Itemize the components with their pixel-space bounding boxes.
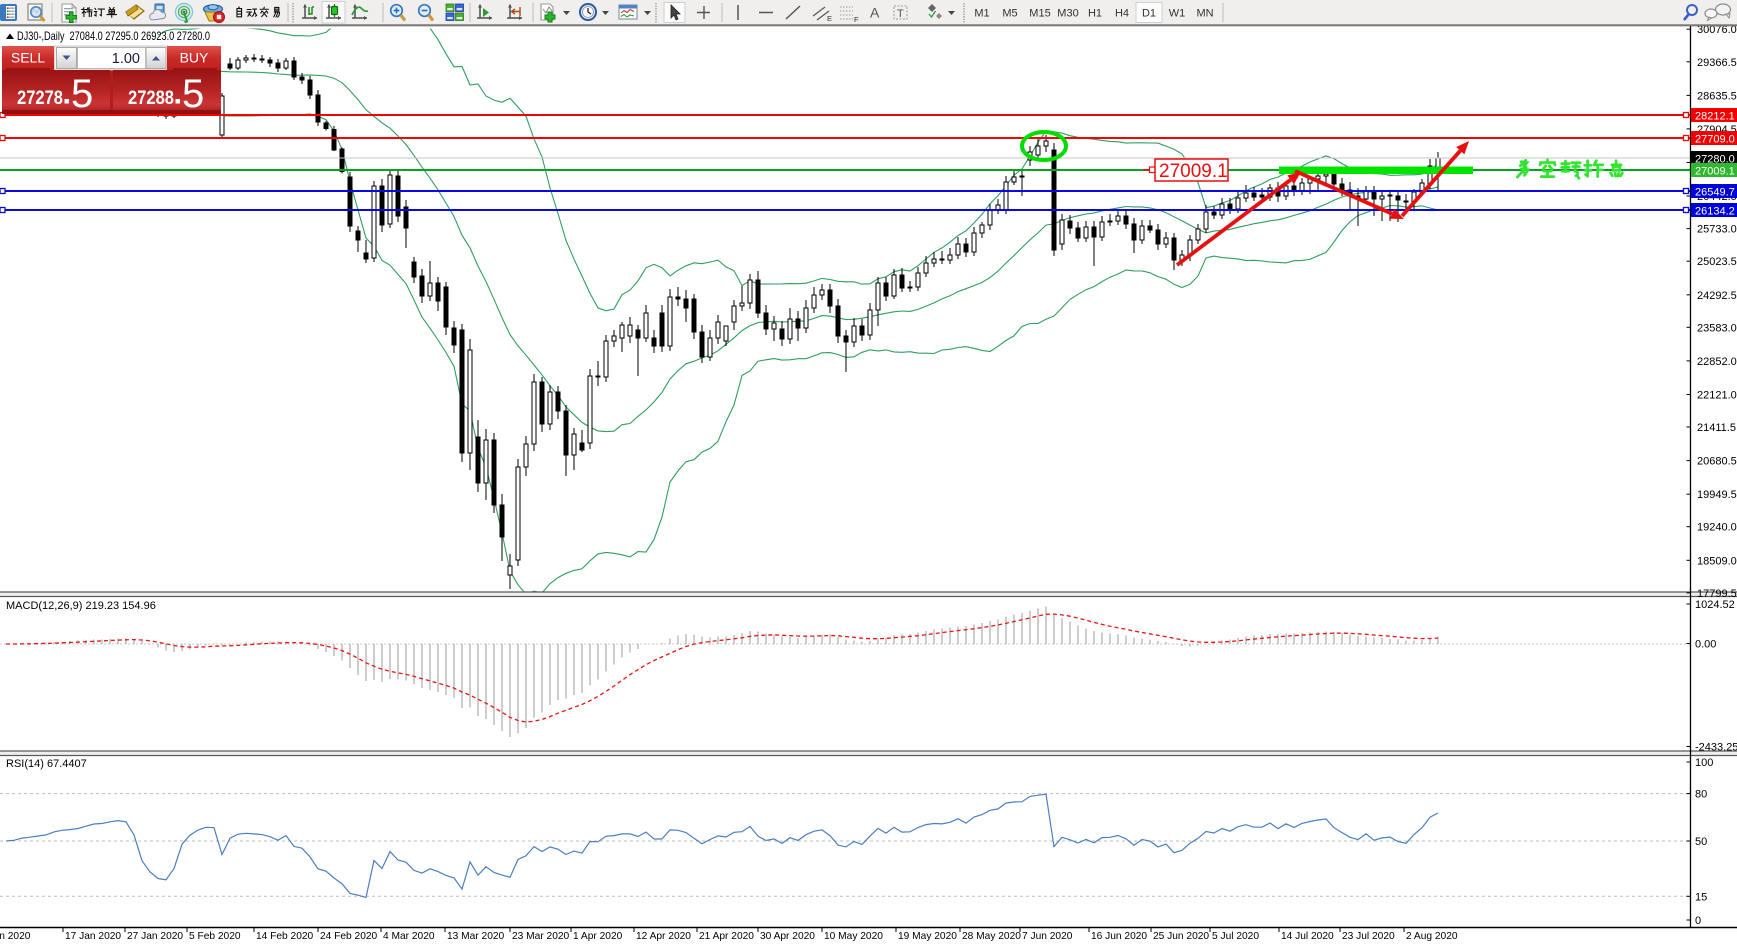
svg-text:27280.0: 27280.0 xyxy=(1695,154,1735,166)
svg-text:W1: W1 xyxy=(1169,8,1186,20)
svg-text:13 Mar 2020: 13 Mar 2020 xyxy=(447,931,505,942)
svg-text:50: 50 xyxy=(1695,836,1707,848)
svg-text:29366.5: 29366.5 xyxy=(1697,57,1737,69)
svg-text:19949.5: 19949.5 xyxy=(1697,489,1737,501)
svg-text:1.00: 1.00 xyxy=(112,51,140,67)
svg-text:19240.0: 19240.0 xyxy=(1697,522,1737,534)
svg-text:16 Jun 2020: 16 Jun 2020 xyxy=(1091,931,1147,942)
svg-text:17799.5: 17799.5 xyxy=(1697,588,1737,600)
svg-text:1024.52: 1024.52 xyxy=(1695,599,1735,611)
svg-text:5: 5 xyxy=(182,72,204,116)
svg-text:19 May 2020: 19 May 2020 xyxy=(898,931,957,942)
svg-text:5 Feb 2020: 5 Feb 2020 xyxy=(189,931,241,942)
svg-text:5 Jul 2020: 5 Jul 2020 xyxy=(1212,931,1259,942)
svg-text:27 Jan 2020: 27 Jan 2020 xyxy=(127,931,183,942)
svg-text:25733.0: 25733.0 xyxy=(1697,224,1737,236)
svg-text:21 Apr 2020: 21 Apr 2020 xyxy=(699,931,754,942)
svg-text:28 May 2020: 28 May 2020 xyxy=(962,931,1021,942)
svg-text:26549.7: 26549.7 xyxy=(1695,187,1735,199)
svg-text:17 Jan 2020: 17 Jan 2020 xyxy=(65,931,121,942)
svg-text:26134.2: 26134.2 xyxy=(1695,206,1735,218)
svg-text:T: T xyxy=(897,8,904,20)
svg-text:DJ30-,Daily 27084.0 27295.0 2: DJ30-,Daily 27084.0 27295.0 26923.0 2728… xyxy=(17,29,210,43)
svg-text:10 May 2020: 10 May 2020 xyxy=(824,931,883,942)
svg-text:27288: 27288 xyxy=(128,88,174,109)
svg-text:28635.5: 28635.5 xyxy=(1697,90,1737,102)
svg-text:80: 80 xyxy=(1695,789,1707,801)
svg-text:2 Aug 2020: 2 Aug 2020 xyxy=(1406,931,1458,942)
svg-text:M30: M30 xyxy=(1057,8,1078,20)
svg-text:23583.0: 23583.0 xyxy=(1697,322,1737,334)
svg-text:100: 100 xyxy=(1695,757,1713,769)
svg-text:27278: 27278 xyxy=(17,88,63,109)
svg-text:30 Apr 2020: 30 Apr 2020 xyxy=(760,931,815,942)
svg-text:24292.5: 24292.5 xyxy=(1697,290,1737,302)
svg-text:25023.5: 25023.5 xyxy=(1697,256,1737,268)
svg-text:1 Apr 2020: 1 Apr 2020 xyxy=(573,931,623,942)
svg-text:A: A xyxy=(870,5,880,21)
svg-text:E: E xyxy=(827,14,832,23)
svg-text:18509.0: 18509.0 xyxy=(1697,555,1737,567)
svg-text:H1: H1 xyxy=(1088,8,1102,20)
svg-text:14 Feb 2020: 14 Feb 2020 xyxy=(256,931,314,942)
svg-text:27709.0: 27709.0 xyxy=(1695,134,1735,146)
svg-text:RSI(14) 67.4407: RSI(14) 67.4407 xyxy=(6,758,87,770)
svg-text:23 Jul 2020: 23 Jul 2020 xyxy=(1342,931,1395,942)
svg-text:22121.0: 22121.0 xyxy=(1697,390,1737,402)
svg-text:22852.0: 22852.0 xyxy=(1697,356,1737,368)
svg-text:H4: H4 xyxy=(1115,8,1129,20)
svg-text:20680.5: 20680.5 xyxy=(1697,456,1737,468)
svg-text:8 Jan 2020: 8 Jan 2020 xyxy=(0,931,31,942)
svg-text:-2433.25: -2433.25 xyxy=(1695,742,1737,754)
svg-text:27009.1: 27009.1 xyxy=(1695,166,1735,178)
svg-text:M5: M5 xyxy=(1002,8,1017,20)
svg-text:BUY: BUY xyxy=(180,50,209,66)
svg-text:5: 5 xyxy=(71,72,93,116)
svg-text:0: 0 xyxy=(1695,915,1701,927)
svg-text:28212.1: 28212.1 xyxy=(1695,111,1735,123)
svg-text:21411.5: 21411.5 xyxy=(1697,422,1736,434)
svg-text:27009.1: 27009.1 xyxy=(1159,161,1228,182)
svg-text:SELL: SELL xyxy=(11,50,45,66)
svg-text:25 Jun 2020: 25 Jun 2020 xyxy=(1153,931,1209,942)
svg-text:14 Jul 2020: 14 Jul 2020 xyxy=(1281,931,1334,942)
svg-text:4 Mar 2020: 4 Mar 2020 xyxy=(383,931,435,942)
svg-text:0.00: 0.00 xyxy=(1695,639,1716,651)
svg-text:D1: D1 xyxy=(1142,8,1156,20)
svg-text:12 Apr 2020: 12 Apr 2020 xyxy=(636,931,691,942)
svg-text:MN: MN xyxy=(1196,8,1213,20)
svg-text:15: 15 xyxy=(1695,891,1707,903)
svg-text:24 Feb 2020: 24 Feb 2020 xyxy=(320,931,378,942)
svg-text:30076.0: 30076.0 xyxy=(1697,24,1737,36)
svg-text:M15: M15 xyxy=(1029,8,1050,20)
svg-text:F: F xyxy=(854,15,859,24)
svg-text:MACD(12,26,9) 219.23 154.96: MACD(12,26,9) 219.23 154.96 xyxy=(6,600,156,612)
svg-text:23 Mar 2020: 23 Mar 2020 xyxy=(512,931,570,942)
svg-text:7 Jun 2020: 7 Jun 2020 xyxy=(1022,931,1073,942)
svg-text:M1: M1 xyxy=(974,8,989,20)
